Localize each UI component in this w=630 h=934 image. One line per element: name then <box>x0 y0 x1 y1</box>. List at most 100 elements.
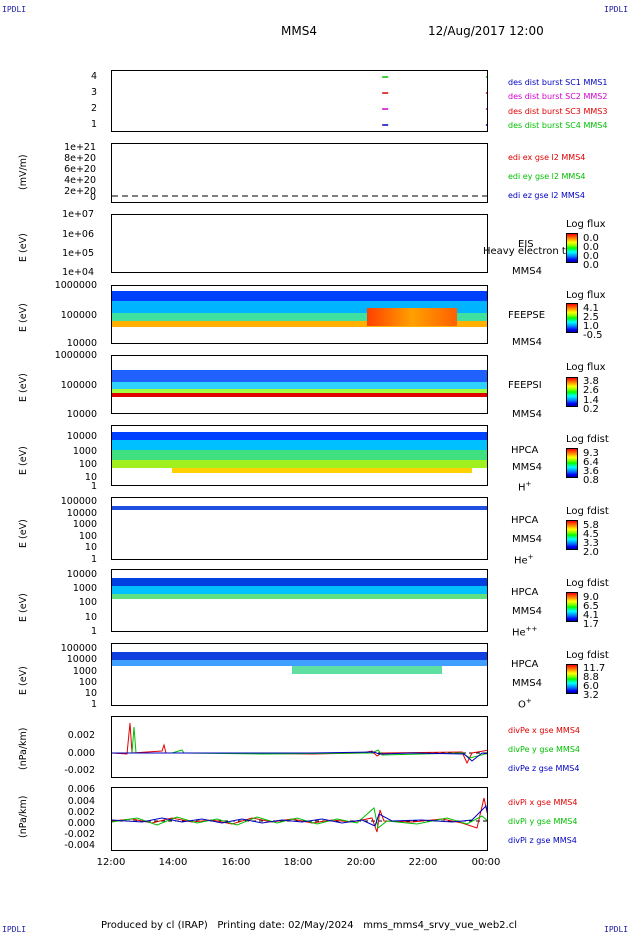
colorbar-title: Log fdist <box>566 434 609 445</box>
colorbar <box>566 520 578 550</box>
y-tick: 3 <box>90 87 97 98</box>
colorbar-value: 0.8 <box>583 475 599 486</box>
legend-entry: divPe z gse MMS4 <box>508 764 580 773</box>
y-tick: 1 <box>90 554 97 565</box>
y-tick: 10000 <box>66 654 97 665</box>
instrument-label: HPCA <box>511 445 539 456</box>
panel-feepse <box>111 285 488 344</box>
instrument-label: HPCA <box>511 659 539 670</box>
x-tick: 14:00 <box>158 857 188 868</box>
instrument-label: FEEPSE <box>508 310 546 321</box>
y-tick: 2 <box>90 103 97 114</box>
y-tick: 1e+07 <box>62 209 94 220</box>
y-tick: 10000 <box>66 508 97 519</box>
legend-entry: divPe y gse MMS4 <box>508 745 580 754</box>
legend-entry: divPi y gse MMS4 <box>508 817 578 826</box>
y-tick: 100000 <box>60 496 97 507</box>
colorbar-value: 0.0 <box>583 260 599 271</box>
instrument-label: EIS <box>518 239 534 250</box>
y-axis-label: E (eV) <box>18 446 29 475</box>
spectrogram-band <box>112 382 487 389</box>
colorbar-title: Log flux <box>566 290 606 301</box>
y-tick: 100000 <box>60 310 97 321</box>
panel-hpca-o <box>111 643 488 706</box>
panel-edi <box>111 143 488 203</box>
species-name: H <box>518 482 526 494</box>
y-tick: 0 <box>89 192 96 203</box>
legend-entry: edi ex gse l2 MMS4 <box>508 153 586 162</box>
series-line-z <box>112 751 487 762</box>
y-tick: 4e+20 <box>64 175 96 186</box>
spectrogram-band <box>112 594 487 599</box>
panel-edi-plot <box>112 195 487 197</box>
instrument-label: FEEPSI <box>508 380 542 391</box>
spectrogram-band <box>112 506 487 510</box>
y-tick: 100 <box>78 531 97 542</box>
footer-text: Produced by cl (IRAP) Printing date: 02/… <box>101 920 518 931</box>
panel-divpi <box>111 787 488 851</box>
y-axis-label: (nPa/km) <box>18 727 29 770</box>
spacecraft-label: MMS4 <box>512 409 542 420</box>
species-charge: + <box>527 553 534 561</box>
species-charge: + <box>525 697 532 705</box>
y-tick: 1000 <box>72 666 97 677</box>
spacecraft-label: MMS4 <box>512 266 542 277</box>
x-tick: 16:00 <box>221 857 251 868</box>
colorbar-value: 1.4 <box>583 395 599 406</box>
colorbar-title: Log flux <box>566 219 606 230</box>
colorbar-value: 3.2 <box>583 690 599 701</box>
species-label: He++ <box>512 625 537 638</box>
series-line-z <box>112 804 487 827</box>
colorbar-value: 2.0 <box>583 547 599 558</box>
y-axis-label: (nPa/km) <box>18 795 29 838</box>
y-axis-label: (mV/m) <box>18 154 29 190</box>
colorbar-value: 5.8 <box>583 520 599 531</box>
species-name: He <box>512 627 526 639</box>
series-line-x <box>112 797 487 833</box>
colorbar-value: 8.8 <box>583 672 599 683</box>
colorbar-value: 0.0 <box>583 233 599 244</box>
y-tick: 0.002 <box>67 730 95 741</box>
x-tick: 20:00 <box>346 857 376 868</box>
legend-entry: edi ey gse l2 MMS4 <box>508 172 586 181</box>
y-tick: 4 <box>90 71 97 82</box>
spacecraft-label: MMS4 <box>512 462 542 473</box>
y-tick: 100 <box>78 459 97 470</box>
y-axis-label: E (eV) <box>18 593 29 622</box>
colorbar-value: 2.6 <box>583 385 599 396</box>
colorbar-value: 6.5 <box>583 601 599 612</box>
legend-entry: divPe x gse MMS4 <box>508 726 580 735</box>
y-tick: 1 <box>90 626 97 637</box>
x-tick: 22:00 <box>408 857 438 868</box>
legend-entry: edi ez gse l2 MMS4 <box>508 191 585 200</box>
y-tick: 100000 <box>60 380 97 391</box>
species-label: H+ <box>518 480 531 493</box>
corner-label-bottom-right: IPDLI <box>604 925 629 934</box>
spacecraft-title: MMS4 <box>281 24 317 38</box>
y-tick: 10000 <box>66 431 97 442</box>
colorbar-value: 0.0 <box>583 242 599 253</box>
panel-divpe-plot <box>112 722 487 765</box>
panel-hpca-hepp <box>111 569 488 632</box>
y-tick: 1e+05 <box>62 248 94 259</box>
spectrogram-band <box>112 370 487 382</box>
colorbar-value: 6.4 <box>583 457 599 468</box>
spectrogram-band <box>112 432 487 440</box>
instrument-label: HPCA <box>511 515 539 526</box>
panel-hpca-h <box>111 425 488 486</box>
y-axis-label: E (eV) <box>18 233 29 262</box>
spectrogram-band <box>112 393 487 397</box>
y-tick: 0.006 <box>67 784 95 795</box>
y-tick: 100000 <box>60 643 97 654</box>
colorbar <box>566 303 578 333</box>
spectrogram-band <box>112 586 487 594</box>
legend-entry: des dist burst SC3 MMS3 <box>508 107 608 116</box>
colorbar-title: Log flux <box>566 362 606 373</box>
legend-entry: des dist burst SC1 MMS1 <box>508 78 608 87</box>
x-tick: 00:00 <box>471 857 501 868</box>
instrument-label: HPCA <box>511 587 539 598</box>
y-tick: 10000 <box>66 338 97 349</box>
spectrogram-band <box>112 652 487 660</box>
y-tick: 10000 <box>66 569 97 580</box>
species-charge: ++ <box>525 625 538 633</box>
